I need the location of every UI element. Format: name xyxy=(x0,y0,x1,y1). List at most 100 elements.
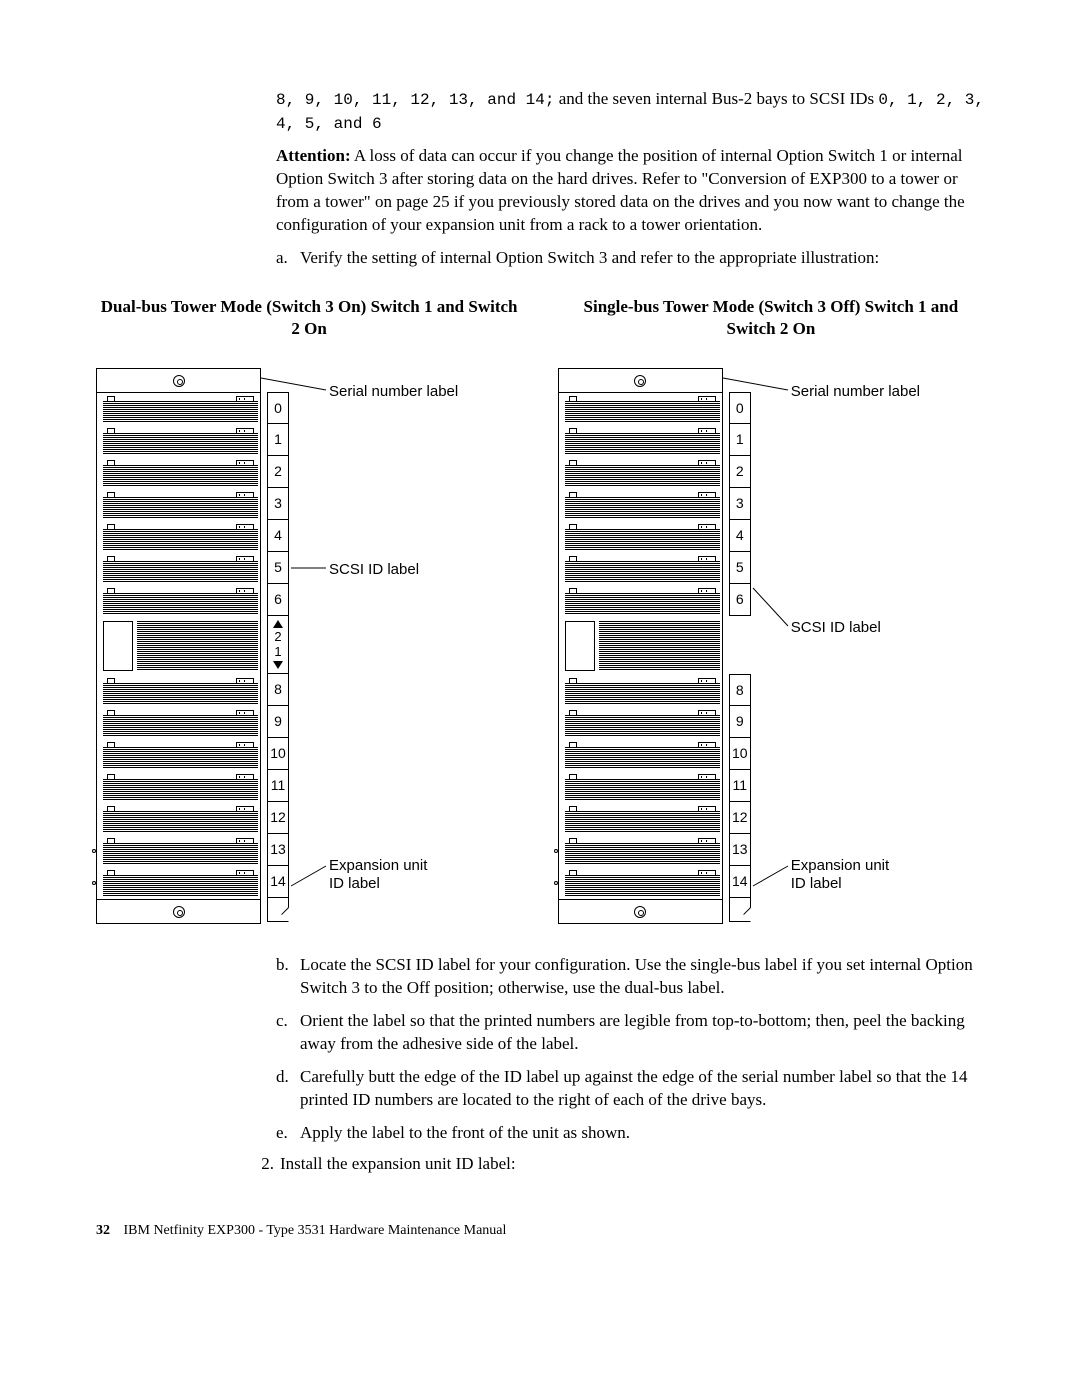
scsi-id-cell: 3 xyxy=(729,488,751,520)
step-2-text: Install the expansion unit ID label: xyxy=(280,1153,984,1176)
label-mid-arrows: 2 1 xyxy=(267,616,289,674)
figure-titles: Dual-bus Tower Mode (Switch 3 On) Switch… xyxy=(96,296,984,340)
drive-bay xyxy=(97,771,260,803)
label-foot xyxy=(267,898,289,922)
step-e-text: Apply the label to the front of the unit… xyxy=(300,1122,984,1145)
blank-bay xyxy=(97,617,260,675)
scsi-id-cell: 4 xyxy=(267,520,289,552)
step-a-marker: a. xyxy=(276,247,300,270)
screw-icon xyxy=(173,375,185,387)
step-e-marker: e. xyxy=(276,1122,300,1145)
triangle-up-icon xyxy=(273,620,283,628)
fig-title-left: Dual-bus Tower Mode (Switch 3 On) Switch… xyxy=(96,296,522,340)
callout-scsi: SCSI ID label xyxy=(791,618,881,638)
drive-bay xyxy=(97,803,260,835)
label-mid-blank xyxy=(729,616,751,674)
scsi-id-cell: 5 xyxy=(267,552,289,584)
scsi-id-cell: 11 xyxy=(267,770,289,802)
scsi-id-cell: 1 xyxy=(729,424,751,456)
drive-bay xyxy=(97,707,260,739)
chassis-right xyxy=(558,368,723,924)
attention-label: Attention: xyxy=(276,146,351,165)
scsi-id-cell: 2 xyxy=(267,456,289,488)
step-b-marker: b. xyxy=(276,954,300,1000)
drive-bay xyxy=(97,835,260,867)
scsi-id-cell: 12 xyxy=(267,802,289,834)
scsi-id-cell: 0 xyxy=(267,392,289,424)
intro-mono-a: 8, 9, 10, 11, 12, 13, and 14; xyxy=(276,91,554,109)
scsi-id-cell: 13 xyxy=(267,834,289,866)
scsi-id-cell: 0 xyxy=(729,392,751,424)
callout-serial: Serial number label xyxy=(791,382,920,402)
step-a-text: Verify the setting of internal Option Sw… xyxy=(300,247,984,270)
step-b-text: Locate the SCSI ID label for your config… xyxy=(300,954,984,1000)
post-figure-steps: b. Locate the SCSI ID label for your con… xyxy=(276,954,984,1145)
drive-bay xyxy=(97,393,260,425)
page-footer: 32 IBM Netfinity EXP300 - Type 3531 Hard… xyxy=(96,1222,984,1241)
drive-bay xyxy=(559,521,722,553)
step-a: a. Verify the setting of internal Option… xyxy=(276,247,984,270)
scsi-id-cell: 14 xyxy=(729,866,751,898)
scsi-id-cell: 11 xyxy=(729,770,751,802)
scsi-id-cell: 4 xyxy=(729,520,751,552)
drive-bay xyxy=(97,867,260,899)
drive-bay xyxy=(97,553,260,585)
figures-row: 0 1 2 3 4 5 6 2 1 8 9 10 11 12 13 14 xyxy=(96,368,984,924)
mid-mark: 1 xyxy=(274,645,281,659)
scsi-id-cell: 9 xyxy=(267,706,289,738)
attention-paragraph: Attention: A loss of data can occur if y… xyxy=(276,145,984,237)
callouts-left: Serial number label SCSI ID label Expans… xyxy=(289,368,522,924)
drive-bay xyxy=(559,675,722,707)
fig-title-right: Single-bus Tower Mode (Switch 3 Off) Swi… xyxy=(558,296,984,340)
label-strip-right: 0 1 2 3 4 5 6 8 9 10 11 12 13 14 xyxy=(729,368,751,924)
scsi-id-cell: 6 xyxy=(729,584,751,616)
drive-bay xyxy=(559,835,722,867)
callout-scsi: SCSI ID label xyxy=(329,560,419,580)
figure-right: 0 1 2 3 4 5 6 8 9 10 11 12 13 14 Serial … xyxy=(558,368,984,924)
intro-continuation: 8, 9, 10, 11, 12, 13, and 14; and the se… xyxy=(276,88,984,237)
drive-bay xyxy=(559,393,722,425)
drive-bay xyxy=(559,771,722,803)
label-foot xyxy=(729,898,751,922)
scsi-id-cell: 1 xyxy=(267,424,289,456)
mid-mark: 2 xyxy=(274,630,281,644)
scsi-id-cell: 5 xyxy=(729,552,751,584)
callouts-right: Serial number label SCSI ID label Expans… xyxy=(751,368,984,924)
step-2: 2. Install the expansion unit ID label: xyxy=(258,1153,984,1176)
scsi-id-cell: 10 xyxy=(729,738,751,770)
drive-bay xyxy=(559,707,722,739)
drive-bay xyxy=(559,739,722,771)
drive-bay xyxy=(559,585,722,617)
drive-bay xyxy=(97,739,260,771)
drive-bay xyxy=(97,675,260,707)
step-c-text: Orient the label so that the printed num… xyxy=(300,1010,984,1056)
scsi-id-cell: 14 xyxy=(267,866,289,898)
scsi-id-cell: 10 xyxy=(267,738,289,770)
step-d-text: Carefully butt the edge of the ID label … xyxy=(300,1066,984,1112)
drive-bay xyxy=(559,425,722,457)
drive-bay xyxy=(97,521,260,553)
scsi-id-cell: 8 xyxy=(729,674,751,706)
blank-bay xyxy=(559,617,722,675)
screw-icon xyxy=(173,906,185,918)
drive-bay xyxy=(559,457,722,489)
scsi-id-cell: 12 xyxy=(729,802,751,834)
attention-text: A loss of data can occur if you change t… xyxy=(276,146,965,234)
drive-bay xyxy=(97,585,260,617)
scsi-id-cell: 2 xyxy=(729,456,751,488)
label-strip-left: 0 1 2 3 4 5 6 2 1 8 9 10 11 12 13 14 xyxy=(267,368,289,924)
screw-icon xyxy=(634,375,646,387)
scsi-id-cell: 8 xyxy=(267,674,289,706)
page-number: 32 xyxy=(96,1223,110,1238)
callout-serial: Serial number label xyxy=(329,382,458,402)
figure-left: 0 1 2 3 4 5 6 2 1 8 9 10 11 12 13 14 xyxy=(96,368,522,924)
scsi-id-cell: 9 xyxy=(729,706,751,738)
drive-bay xyxy=(97,489,260,521)
drive-bay xyxy=(559,867,722,899)
triangle-down-icon xyxy=(273,661,283,669)
screw-icon xyxy=(634,906,646,918)
callout-exp2: ID label xyxy=(329,874,380,894)
footer-title: IBM Netfinity EXP300 - Type 3531 Hardwar… xyxy=(124,1223,507,1238)
drive-bay xyxy=(559,489,722,521)
chassis-left xyxy=(96,368,261,924)
